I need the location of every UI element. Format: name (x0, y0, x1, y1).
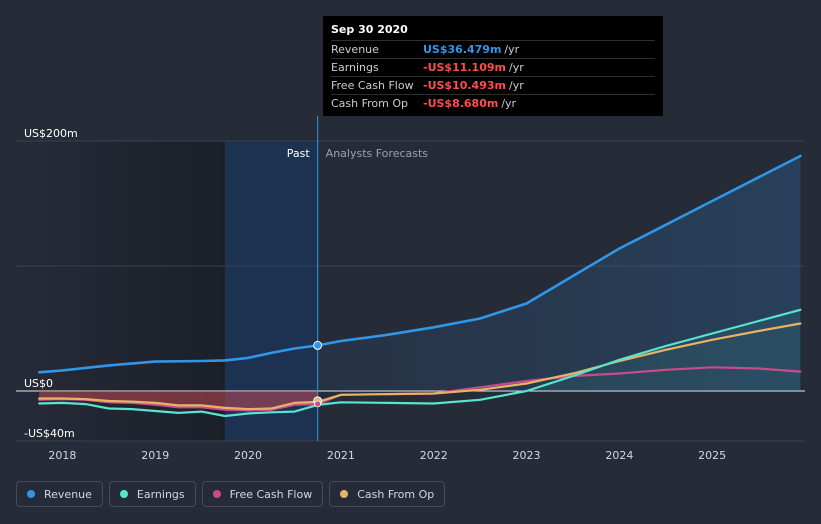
x-axis-tick-label: 2021 (327, 449, 355, 462)
tooltip-row-cash-from-op: Cash From Op -US$8.680m /yr (331, 94, 655, 112)
legend-item-revenue[interactable]: Revenue (16, 481, 103, 507)
revenue-forecast-area (317, 156, 801, 391)
axis-labels: US$200m US$0 -US$40m 2018 2019 2020 2021 2022 20… (24, 127, 726, 462)
y-axis-label: US$200m (24, 127, 78, 140)
tooltip-row-free-cash-flow: Free Cash Flow -US$10.493m /yr (331, 76, 655, 94)
legend-item-free-cash-flow[interactable]: Free Cash Flow (201, 481, 324, 507)
tooltip-unit: /yr (508, 61, 524, 74)
legend-item-earnings[interactable]: Earnings (108, 481, 196, 507)
tooltip-date: Sep 30 2020 (331, 23, 408, 36)
legend-dot-icon (119, 490, 128, 498)
x-axis-tick-label: 2018 (48, 449, 76, 462)
x-axis-tick-label: 2019 (141, 449, 169, 462)
tooltip-value: -US$10.493m (423, 79, 506, 92)
x-axis-tick-label: 2023 (513, 449, 541, 462)
series-lines (37, 154, 802, 418)
series-line-cash-from-op (38, 322, 802, 411)
past-label: Past (287, 147, 311, 160)
free-cash-flow-marker (314, 400, 322, 408)
tooltip-value: -US$11.109m (423, 61, 506, 74)
x-axis-tick-label: 2025 (698, 449, 726, 462)
data-tooltip: Sep 30 2020 Revenue US$36.479m /yr Earni… (323, 16, 663, 116)
legend-dot-icon (27, 490, 35, 498)
legend-dot-icon (212, 490, 221, 498)
series-line-free-cash-flow (38, 366, 802, 412)
tooltip-label: Cash From Op (331, 97, 409, 110)
revenue-marker (313, 340, 323, 350)
series-line-earnings (38, 308, 802, 418)
tooltip-label: Free Cash Flow (331, 79, 414, 92)
legend-label: Cash From Op (357, 487, 435, 501)
highlight-markers (313, 340, 323, 408)
series-line-revenue (37, 154, 802, 374)
tooltip-row-revenue: Revenue US$36.479m /yr (331, 40, 655, 58)
x-axis-tick-label: 2022 (420, 449, 448, 462)
tooltip-unit: /yr (501, 97, 517, 110)
tooltip-unit: /yr (508, 79, 524, 92)
x-axis-tick-label: 2020 (234, 449, 262, 462)
tooltip-label: Earnings (331, 61, 379, 74)
tooltip-value: -US$8.680m (423, 97, 499, 110)
legend-label: Free Cash Flow (229, 487, 313, 501)
negative-cash-area (39, 391, 318, 410)
tooltip-label: Revenue (331, 43, 379, 56)
tooltip-value: US$36.479m (423, 43, 502, 56)
legend-dot-icon (340, 490, 349, 498)
y-axis-label: US$0 (24, 377, 53, 390)
legend-item-cash-from-op[interactable]: Cash From Op (329, 481, 446, 507)
x-axis-tick-label: 2024 (605, 449, 633, 462)
chart-legend: Revenue Earnings Free Cash Flow Cash Fro… (16, 481, 446, 507)
forecast-label: Analysts Forecasts (326, 147, 429, 160)
legend-label: Revenue (44, 487, 92, 501)
y-axis-label: -US$40m (24, 427, 75, 440)
tooltip-row-earnings: Earnings -US$11.109m /yr (331, 58, 655, 76)
tooltip-unit: /yr (504, 43, 520, 56)
legend-label: Earnings (136, 487, 185, 501)
